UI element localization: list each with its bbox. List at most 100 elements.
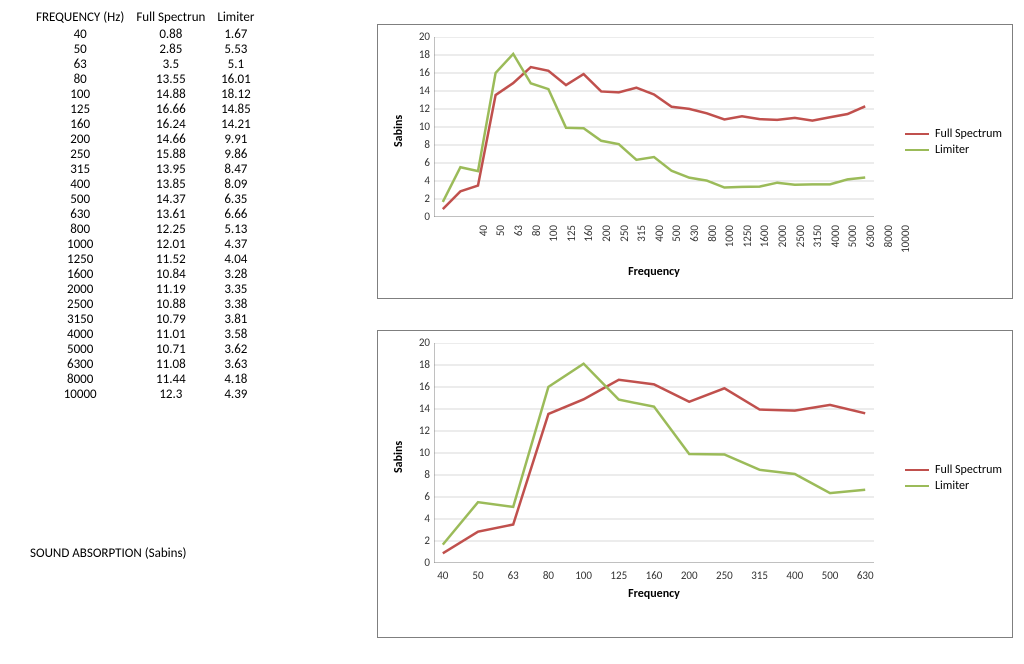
x-tick: 1600 — [758, 225, 771, 265]
legend-item: Full Spectrum — [905, 127, 1002, 141]
col-header-0: FREQUENCY (Hz) — [30, 10, 130, 27]
y-tick: 4 — [424, 174, 430, 187]
caption-text: SOUND ABSORPTION (Sabins) — [30, 546, 187, 561]
table-row: 630011.083.63 — [30, 357, 260, 372]
x-tick: 500 — [816, 569, 844, 582]
table-row: 250010.883.38 — [30, 297, 260, 312]
y-tick: 0 — [424, 210, 430, 223]
table-row: 80012.255.13 — [30, 222, 260, 237]
x-tick: 250 — [710, 569, 738, 582]
y-tick: 2 — [424, 192, 430, 205]
x-tick: 80 — [534, 569, 562, 582]
table-row: 125011.524.04 — [30, 252, 260, 267]
y-tick: 6 — [424, 490, 430, 503]
table-row: 502.855.53 — [30, 42, 260, 57]
y-tick: 20 — [419, 336, 430, 349]
y-tick: 6 — [424, 156, 430, 169]
table-row: 1000012.34.39 — [30, 387, 260, 402]
y-tick: 18 — [419, 48, 430, 61]
x-tick: 200 — [600, 225, 613, 265]
table-row: 400.881.67 — [30, 27, 260, 42]
legend-label: Full Spectrum — [935, 463, 1002, 477]
table-row: 160010.843.28 — [30, 267, 260, 282]
x-tick: 1000 — [723, 225, 736, 265]
legend: Full Spectrum Limiter — [905, 125, 1002, 159]
x-tick: 100 — [547, 225, 560, 265]
legend-swatch — [905, 133, 929, 135]
y-tick: 0 — [424, 556, 430, 569]
x-tick: 2500 — [794, 225, 807, 265]
x-tick: 400 — [781, 569, 809, 582]
table-row: 40013.858.09 — [30, 177, 260, 192]
table-row: 63013.616.66 — [30, 207, 260, 222]
y-tick: 8 — [424, 138, 430, 151]
x-tick: 63 — [512, 225, 525, 265]
y-tick: 10 — [419, 120, 430, 133]
x-tick: 4000 — [829, 225, 842, 265]
x-tick: 50 — [494, 225, 507, 265]
legend-item: Limiter — [905, 143, 1002, 157]
x-tick: 40 — [429, 569, 457, 582]
x-tick: 125 — [605, 569, 633, 582]
x-tick: 40 — [477, 225, 490, 265]
plot-area — [434, 343, 874, 563]
x-tick: 80 — [530, 225, 543, 265]
y-tick: 12 — [419, 102, 430, 115]
x-tick: 630 — [688, 225, 701, 265]
table-row: 315010.793.81 — [30, 312, 260, 327]
legend-swatch — [905, 469, 929, 471]
table-row: 10014.8818.12 — [30, 87, 260, 102]
series-line-1 — [443, 54, 865, 202]
x-tick: 6300 — [864, 225, 877, 265]
chart-low-range: Sabins0246810121416182040506380100125160… — [377, 330, 1013, 638]
legend-label: Limiter — [935, 143, 969, 157]
legend-swatch — [905, 149, 929, 151]
y-axis-label: Sabins — [392, 441, 406, 473]
x-tick: 315 — [746, 569, 774, 582]
table-row: 500010.713.62 — [30, 342, 260, 357]
y-axis-label: Sabins — [392, 115, 406, 147]
frequency-table: FREQUENCY (Hz)Full SpectrunLimiter 400.8… — [30, 10, 260, 402]
table-row: 25015.889.86 — [30, 147, 260, 162]
legend-label: Limiter — [935, 479, 969, 493]
y-tick: 20 — [419, 30, 430, 43]
x-tick: 250 — [618, 225, 631, 265]
x-tick: 125 — [565, 225, 578, 265]
table-row: 200011.193.35 — [30, 282, 260, 297]
y-tick: 14 — [419, 84, 430, 97]
table-row: 8013.5516.01 — [30, 72, 260, 87]
y-tick: 14 — [419, 402, 430, 415]
x-tick: 10000 — [899, 225, 912, 265]
table-row: 50014.376.35 — [30, 192, 260, 207]
x-tick: 315 — [635, 225, 648, 265]
table-row: 100012.014.37 — [30, 237, 260, 252]
x-tick: 8000 — [882, 225, 895, 265]
table-row: 800011.444.18 — [30, 372, 260, 387]
x-tick: 400 — [653, 225, 666, 265]
x-tick: 500 — [670, 225, 683, 265]
y-tick: 10 — [419, 446, 430, 459]
legend: Full Spectrum Limiter — [905, 461, 1002, 495]
y-tick: 2 — [424, 534, 430, 547]
x-tick: 5000 — [846, 225, 859, 265]
y-tick: 4 — [424, 512, 430, 525]
series-line-0 — [443, 67, 865, 209]
x-tick: 160 — [582, 225, 595, 265]
series-line-1 — [443, 364, 865, 545]
x-tick: 1250 — [741, 225, 754, 265]
legend-item: Limiter — [905, 479, 1002, 493]
col-header-1: Full Spectrun — [130, 10, 211, 27]
y-tick: 12 — [419, 424, 430, 437]
table-row: 633.55.1 — [30, 57, 260, 72]
x-tick: 630 — [851, 569, 879, 582]
x-tick: 200 — [675, 569, 703, 582]
legend-label: Full Spectrum — [935, 127, 1002, 141]
chart-full-range: Sabins0246810121416182040506380100125160… — [377, 24, 1013, 299]
x-tick: 100 — [570, 569, 598, 582]
table-row: 400011.013.58 — [30, 327, 260, 342]
x-tick: 800 — [706, 225, 719, 265]
x-tick: 50 — [464, 569, 492, 582]
legend-item: Full Spectrum — [905, 463, 1002, 477]
table-row: 31513.958.47 — [30, 162, 260, 177]
table-row: 20014.669.91 — [30, 132, 260, 147]
